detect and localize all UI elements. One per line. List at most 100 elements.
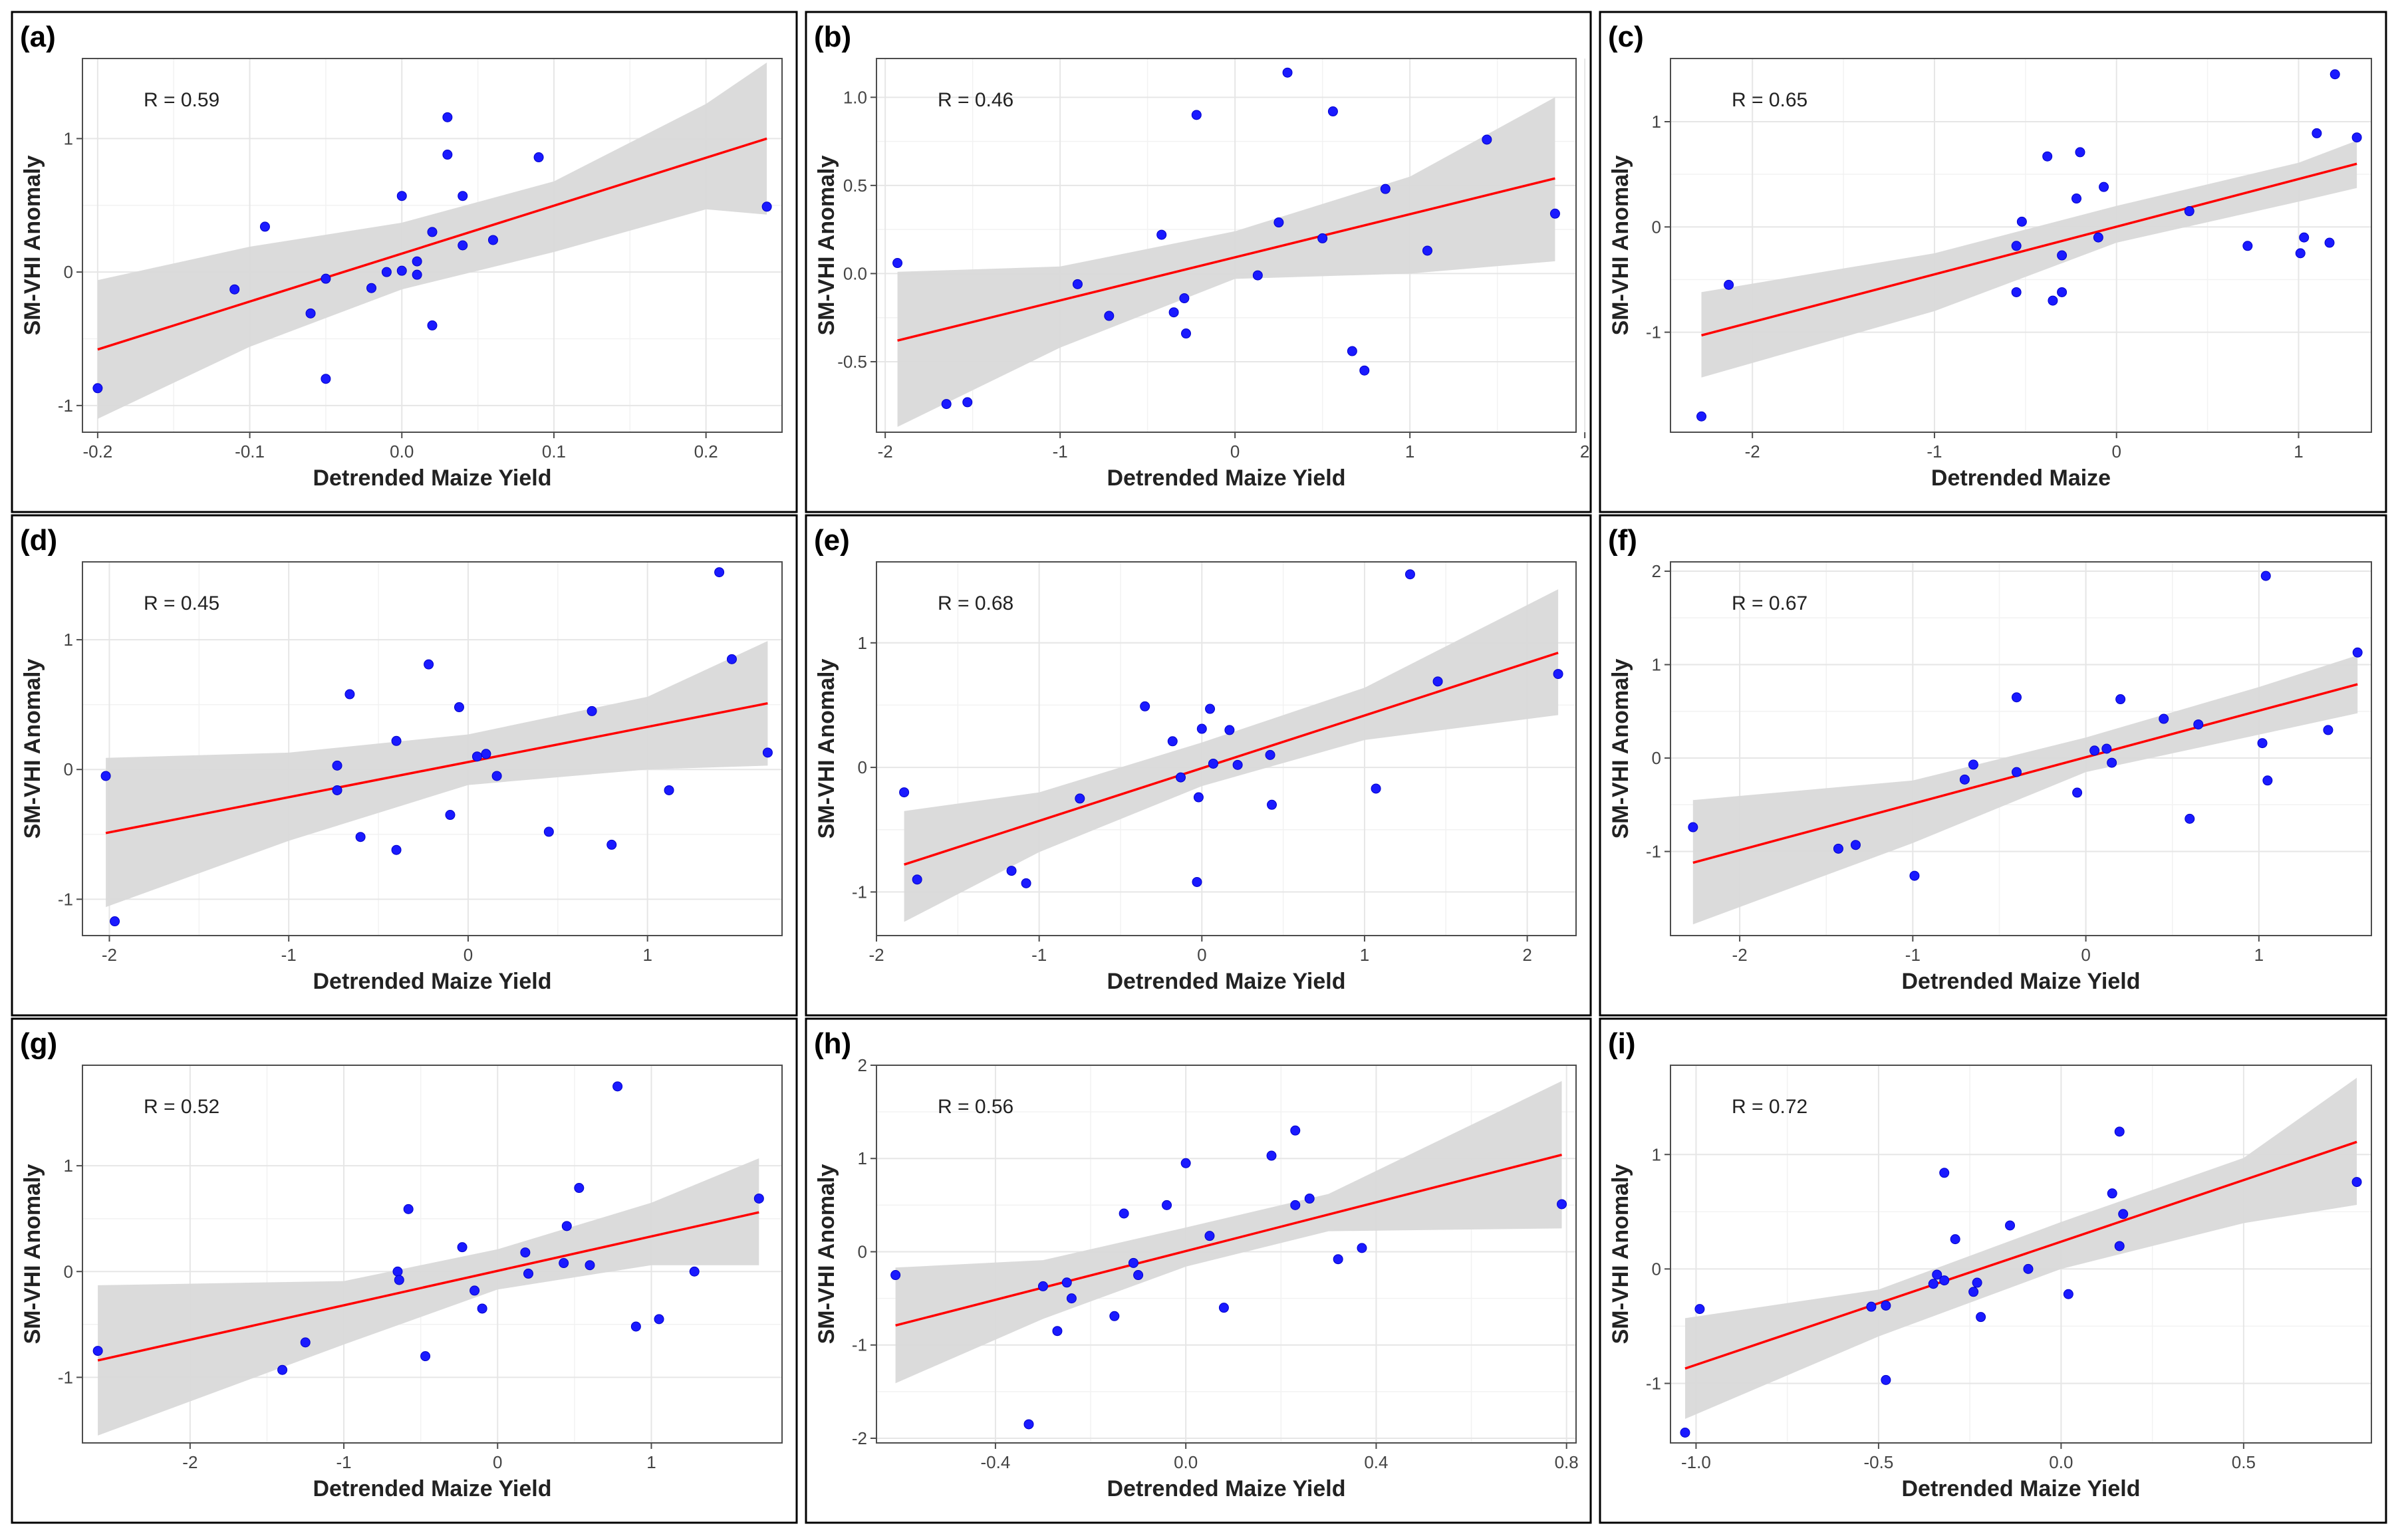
data-point [2072,787,2083,798]
data-point [2011,287,2022,297]
x-axis-title: Detrended Maize Yield [313,465,552,491]
data-point [2071,193,2081,204]
y-axis-title: SM-VHI Anomaly [1608,156,1633,336]
data-point [427,227,438,237]
data-point [1218,1303,1229,1313]
panel-h: -0.4 0.0 0.4 0.8 -2 -1 0 1 2 Detrended Maize Yiel… [805,1017,1592,1524]
data-point [1549,208,1560,219]
panel-label: (g) [20,1027,57,1060]
data-point [1204,1231,1215,1241]
data-point [1023,1419,1034,1430]
data-point [412,256,422,267]
correlation-label: R = 0.72 [1732,1096,1807,1118]
data-point [457,1242,467,1253]
y-axis-title: SM-VHI Anomaly [20,1164,45,1345]
x-tick-label: 0.0 [2049,1452,2073,1472]
panel-label: (d) [20,524,57,557]
data-point [427,320,438,330]
data-point [912,874,922,885]
data-point [1180,1158,1191,1168]
panel-b: -2 -1 0 1 2 -0.5 0.0 0.5 1.0 Detrended Maize Yiel… [805,11,1592,513]
data-point [1968,759,1978,770]
data-point [1265,749,1275,760]
x-tick-label: -2 [102,945,117,965]
data-point [344,689,355,700]
x-tick-label: -0.1 [235,442,265,461]
data-point [2352,647,2363,658]
x-tick-label: -1 [1053,442,1068,461]
data-point [424,659,434,670]
data-point [520,1247,531,1258]
data-point [612,1081,623,1092]
data-point [1267,799,1277,810]
data-point [458,240,468,251]
panel-f: -2 -1 0 1 -1 0 1 2 Detrended Maize Yield SM-VHI A… [1599,514,2387,1017]
x-tick-label: 1 [646,1452,656,1472]
data-point [1724,279,1734,290]
data-point [391,844,402,855]
data-point [1133,1270,1144,1281]
panel-i: -1.0 -0.5 0.0 0.5 -1 0 1 Detrended Maize Yield S… [1599,1017,2387,1524]
data-point [1052,1326,1063,1337]
plot-frame [82,561,783,936]
data-point [1359,365,1370,376]
data-point [491,771,502,781]
data-point [1972,1277,1982,1288]
data-point [2089,745,2100,756]
x-tick-label: 0 [1197,945,1206,965]
x-axis-title: Detrended Maize Yield [313,1476,552,1501]
data-point [2260,571,2271,581]
y-tick-label: -0.5 [837,352,867,372]
data-point [1224,725,1235,735]
data-point [471,751,482,762]
plot-frame [1670,1065,2372,1444]
data-point [2351,132,2362,143]
data-point [445,810,456,821]
plot-frame [1670,58,2372,433]
panel-e: -2 -1 0 1 2 -1 0 1 Detrended Maize Yield SM-VHI A… [805,514,1592,1017]
regression-line [897,177,1555,342]
data-point [1327,106,1338,117]
data-point [1168,307,1179,318]
y-tick-label: 0 [64,262,73,282]
y-tick-label: 0 [858,757,867,777]
x-tick-label: 0.0 [390,442,414,461]
x-axis-title: Detrended Maize [1931,465,2111,491]
data-point [1075,793,1085,804]
data-point [396,265,407,276]
y-tick-label: -1 [58,1367,73,1387]
data-point [1557,1199,1567,1210]
data-point [2242,241,2253,251]
regression-line [105,702,768,834]
data-point [630,1321,641,1332]
data-point [381,267,392,277]
y-axis-title: SM-VHI Anomaly [814,1164,839,1345]
correlation-label: R = 0.56 [938,1096,1013,1118]
x-tick-label: 0 [2111,442,2121,461]
data-point [481,749,491,759]
data-point [1167,736,1178,747]
panel-label: (i) [1608,1027,1636,1060]
correlation-label: R = 0.59 [144,89,219,111]
plot-frame [876,561,1577,936]
x-tick-label: 0.1 [542,442,566,461]
data-point [1317,233,1328,243]
data-point [1432,676,1443,687]
data-point [543,827,554,837]
data-point [2312,128,2322,138]
x-tick-label: -1.0 [1681,1452,1711,1472]
data-point [1066,1293,1077,1304]
confidence-band [98,1158,759,1436]
data-point [2193,719,2204,729]
panel-label: (c) [1608,21,1644,53]
data-point [561,1221,572,1231]
data-point [1282,67,1293,78]
data-point [2351,1177,2362,1188]
data-point [574,1183,585,1194]
data-point [92,1346,103,1356]
y-tick-label: 1 [64,128,73,148]
data-point [2016,216,2027,227]
confidence-band [904,589,1559,922]
data-point [2005,1220,2016,1231]
data-point [1193,792,1204,803]
